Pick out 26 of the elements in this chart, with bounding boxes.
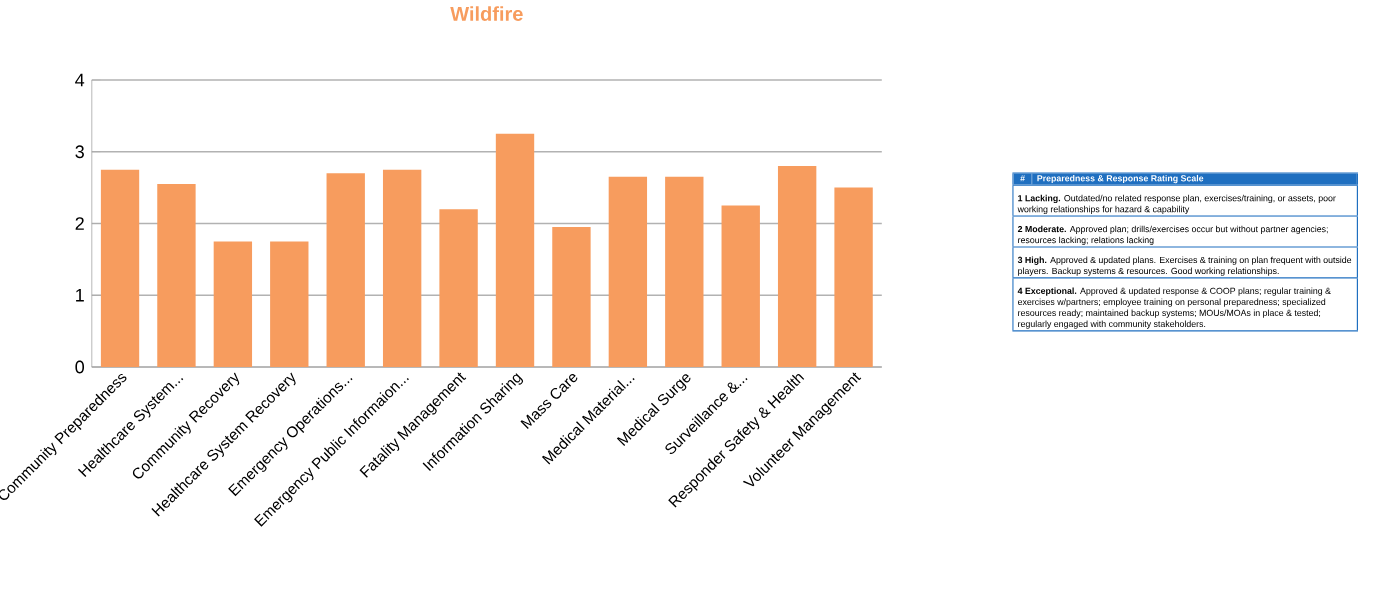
- text: 3 High. Approved & updated plans. Exercises & training on plan frequent with outside players. Backup systems & resources. Good working relationships.: [1017, 256, 1352, 276]
- text: Preparedness & Response Rating Scale: [1037, 174, 1204, 184]
- y-tick-label: 1: [76, 289, 84, 302]
- bar: [608, 176, 648, 367]
- y-tick-label: 4: [75, 73, 85, 87]
- text: #: [1020, 175, 1025, 182]
- text: 1 Lacking. Outdated/no related response plan, exercises/training, or assets, poor working relationships for hazard & capability: [1017, 194, 1336, 215]
- bar: [382, 169, 422, 367]
- text: 4 Exceptional. Approved & updated response & COOP plans; regular training & exercises w/partners; employee training on personal preparedness; specialized resources ready; maintained backup systems; MOUs/MOAs in place & tested; regularly engaged with community stakeholders.: [1017, 287, 1331, 329]
- bar: [326, 173, 365, 367]
- bar: [834, 187, 873, 367]
- bar: [270, 241, 309, 367]
- bar: [157, 184, 196, 367]
- bar: [213, 241, 253, 367]
- bar: [777, 166, 817, 367]
- chart-title: Wildfire: [450, 6, 523, 21]
- bar: [100, 169, 140, 367]
- bar: [721, 205, 760, 367]
- bar: [665, 176, 704, 367]
- text: 2 Moderate. Approved plan; drills/exercises occur but without partner agencies; resources lacking; relations lacking: [1017, 225, 1328, 245]
- bar: [495, 133, 535, 367]
- bar: [552, 227, 591, 367]
- y-tick-label: 0: [75, 360, 85, 374]
- y-tick-label: 3: [75, 145, 84, 159]
- y-tick-label: 2: [75, 217, 84, 230]
- bar: [439, 209, 478, 367]
